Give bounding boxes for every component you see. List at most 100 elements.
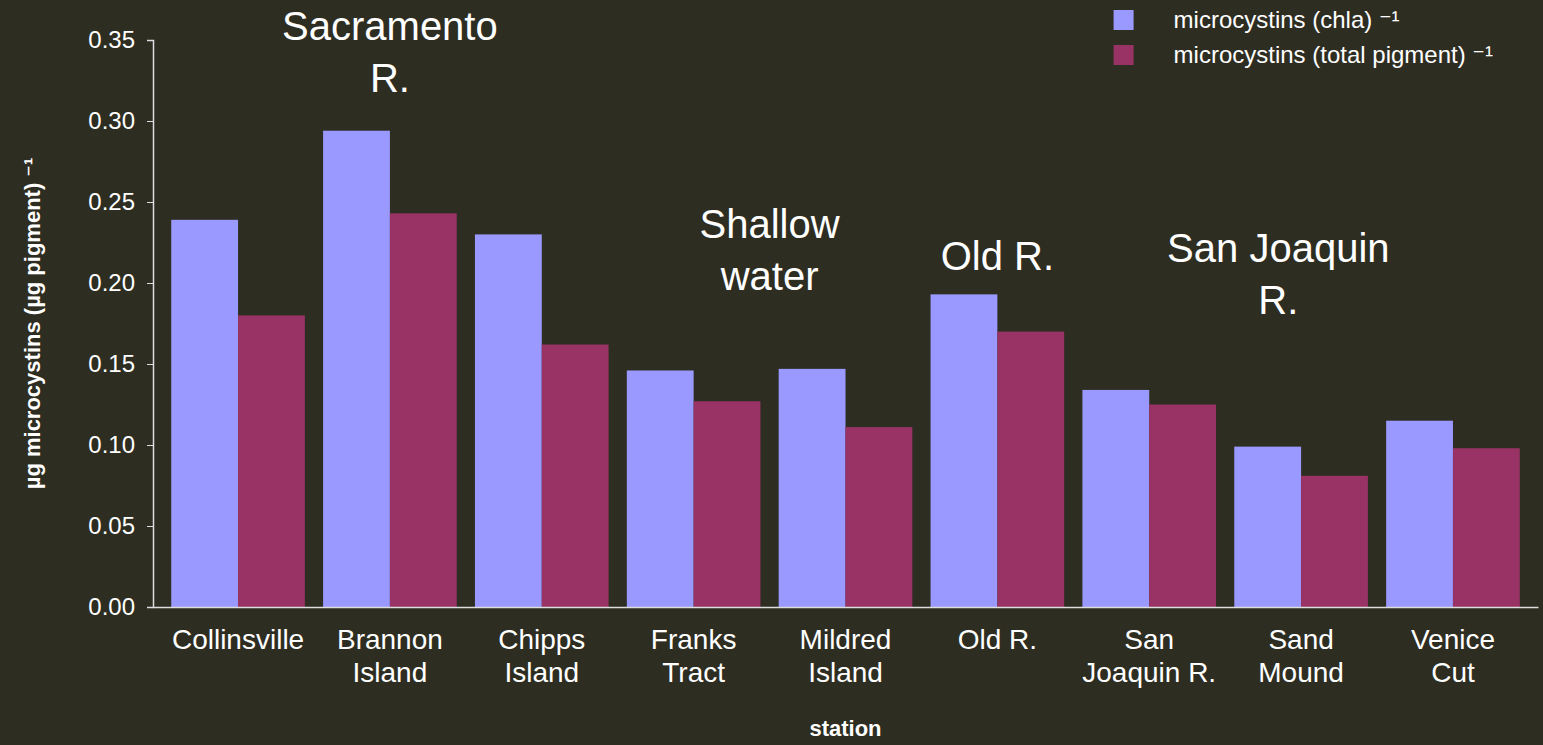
y-tick-mark [147,526,153,527]
x-axis-line [154,607,1539,609]
x-tick: BrannonIsland [337,607,443,688]
background [0,0,1543,745]
y-tick-mark [147,121,153,122]
y-tick-label: 0.30 [88,107,135,134]
x-tick-label-line: Island [808,657,883,688]
bar [1386,421,1453,607]
annotation-line: R. [370,56,410,100]
y-tick-mark [147,283,153,284]
y-tick-mark [147,364,153,365]
x-tick-label: SandMound [1258,624,1344,688]
y-axis-title: µg microcystins (µg pigment) ⁻¹ [20,158,45,490]
x-tick-label: VeniceCut [1411,624,1495,688]
y-tick-label: 0.35 [88,26,135,53]
x-tick: SandMound [1258,607,1344,688]
x-tick-label-line: Island [504,657,579,688]
y-tick-label: 0.00 [88,593,135,620]
x-tick: Collinsville [172,607,304,655]
annotation-line: Old R. [941,234,1054,278]
legend: microcystins (chla) ⁻¹ microcystins (tota… [1114,6,1493,68]
x-tick-label: Collinsville [172,624,304,655]
annotation: Old R. [941,234,1054,278]
y-tick-label: 0.10 [88,431,135,458]
bar [627,370,694,607]
x-tick-label-line: Tract [662,657,725,688]
y-tick-mark [147,202,153,203]
legend-item: microcystins (total pigment) ⁻¹ [1114,41,1493,68]
x-tick-label: MildredIsland [800,624,892,688]
y-tick: 0.30 [88,107,153,134]
chart: 0.00 0.05 0.10 0.15 0.20 0.25 0.30 0.35 Collinsv… [0,0,1543,745]
bar [1453,448,1520,607]
annotation-line: water [720,254,819,298]
legend-item: microcystins (chla) ⁻¹ [1114,6,1400,33]
bar [238,315,305,607]
y-tick: 0.35 [88,26,153,53]
y-tick: 0.15 [88,350,153,377]
x-tick-label: FranksTract [651,624,737,688]
annotation: Sacramento R. [282,4,498,100]
y-tick-mark [147,607,153,608]
x-tick-label-line: Franks [651,624,737,655]
x-tick-label-line: Mound [1258,657,1344,688]
bars [171,131,1520,607]
x-tick-label: Old R. [958,624,1037,655]
legend-swatch [1114,10,1134,30]
bar [1082,390,1149,607]
y-tick: 0.20 [88,269,153,296]
x-tick: ChippsIsland [498,607,585,688]
y-tick-label: 0.05 [88,512,135,539]
x-tick-label-line: Brannon [337,624,443,655]
bar [694,401,761,607]
x-tick-label-line: Venice [1411,624,1495,655]
y-tick: 0.25 [88,188,153,215]
bar-series [238,213,1520,607]
x-tick-label-line: Cut [1431,657,1475,688]
annotation-line: Sacramento [282,4,498,48]
bar [931,294,998,607]
annotation: Shallow water [700,202,840,298]
bar [1234,447,1301,607]
bar [1301,476,1368,607]
x-tick-label-line: Chipps [498,624,585,655]
annotation-line: Shallow [700,202,840,246]
y-tick: 0.10 [88,431,153,458]
y-tick: 0.05 [88,512,153,539]
y-axis: 0.00 0.05 0.10 0.15 0.20 0.25 0.30 0.35 [88,26,153,620]
y-tick-label: 0.15 [88,350,135,377]
legend-label: microcystins (chla) ⁻¹ [1174,6,1400,33]
annotation: San JoaquinR. [1167,226,1389,322]
legend-label: microcystins (total pigment) ⁻¹ [1174,41,1493,68]
x-axis-title: station [809,716,881,741]
x-tick: SanJoaquin R. [1082,607,1216,688]
annotation-line: R. [1258,278,1298,322]
x-tick: Old R. [958,607,1037,655]
x-tick-label-line: Mildred [800,624,892,655]
x-tick-label-line: Joaquin R. [1082,657,1216,688]
bar-series [171,131,1453,607]
y-tick-label: 0.25 [88,188,135,215]
x-axis: CollinsvilleBrannonIslandChippsIslandFra… [154,607,1539,688]
x-tick: VeniceCut [1411,607,1495,688]
y-axis-line [147,41,154,608]
y-tick-mark [147,40,153,41]
bar [323,131,390,607]
bar [1149,405,1216,608]
legend-swatch [1114,45,1134,65]
bar [779,369,846,607]
x-tick-label: SanJoaquin R. [1082,624,1216,688]
x-tick-label-line: San [1124,624,1174,655]
x-tick: MildredIsland [800,607,892,688]
x-tick-label-line: Sand [1268,624,1333,655]
bar [846,427,913,607]
bar [542,345,609,607]
bar [475,234,542,607]
x-tick-label-line: Island [353,657,428,688]
y-tick-mark [147,445,153,446]
y-tick: 0.00 [88,593,153,620]
bar [997,332,1064,607]
y-tick-label: 0.20 [88,269,135,296]
x-tick-label: ChippsIsland [498,624,585,688]
x-tick: FranksTract [651,607,737,688]
x-tick-label: BrannonIsland [337,624,443,688]
